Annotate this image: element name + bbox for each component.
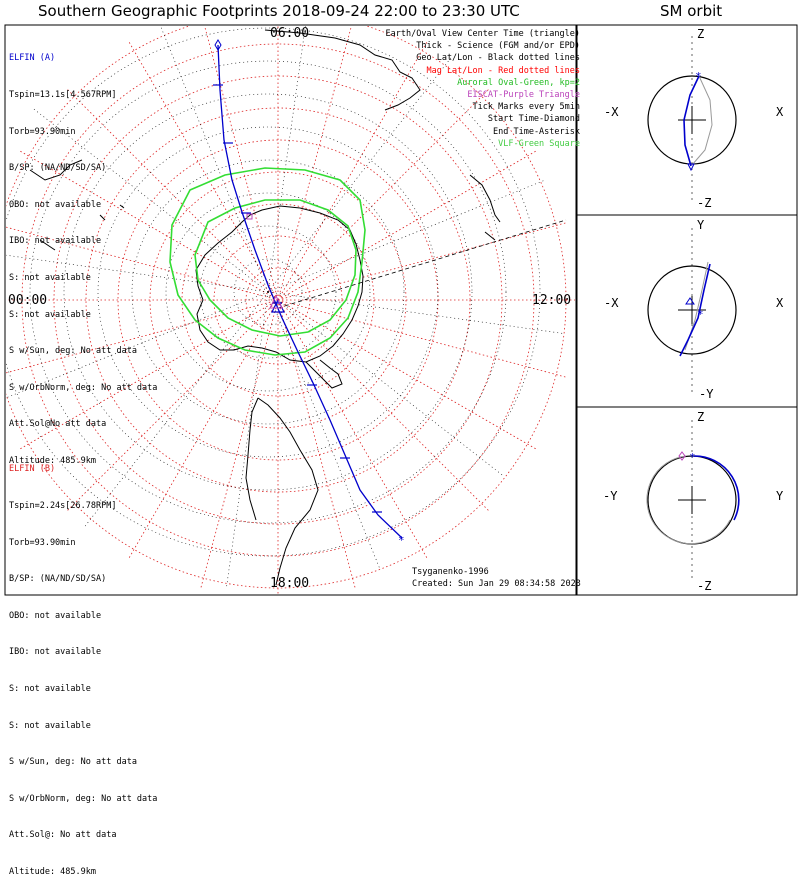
eiscat-triangle xyxy=(269,294,283,309)
local-time-06: 06:00 xyxy=(270,26,310,41)
elfin-b-header: ELFIN (B) xyxy=(9,464,56,475)
local-time-12: 12:00 xyxy=(532,293,572,308)
svg-text:*: * xyxy=(697,308,704,321)
orbit-panel-xy: * xyxy=(647,228,737,392)
svg-text:*: * xyxy=(695,70,702,83)
geo-lon-line xyxy=(267,291,505,477)
vlf-square xyxy=(246,213,253,220)
orbit-3-bottom: -Z xyxy=(697,579,711,593)
mag-lon-line xyxy=(277,149,539,301)
orbit-panel-xz: * xyxy=(647,36,737,200)
geo-lat-circle xyxy=(165,192,371,392)
geo-lat-lon-grid xyxy=(6,26,566,590)
geo-lon-line xyxy=(267,291,566,335)
orbit-1-bottom: -Z xyxy=(697,196,711,210)
new-zealand-coast xyxy=(469,174,501,241)
orbit-1-top: Z xyxy=(697,27,704,41)
auroral-oval xyxy=(169,167,366,356)
mag-lon-line xyxy=(277,26,352,301)
local-time-00: 00:00 xyxy=(8,293,48,308)
legend: Earth/Oval View Center Time (triangle) T… xyxy=(385,28,580,150)
created-timestamp: Created: Sun Jan 29 08:34:58 2023 xyxy=(412,579,581,589)
geo-lat-circle xyxy=(63,93,473,491)
orbit-frame xyxy=(576,24,798,596)
australia-coast xyxy=(264,29,421,111)
geo-lon-line xyxy=(225,291,269,590)
legend-item: Tick Marks every 5min xyxy=(472,102,580,113)
coastlines xyxy=(29,29,501,586)
legend-item: Thick - Science (FGM and/or EPD) xyxy=(416,41,580,52)
legend-item: VLF-Green Square xyxy=(498,138,580,149)
geo-lat-circle xyxy=(29,60,507,524)
elfin-b-info: ELFIN (B) Tspin=2.24s[26.78RPM] Torb=93.… xyxy=(9,464,158,877)
geo-lat-circle xyxy=(6,27,541,557)
elfin-a-info: ELFIN (A) Tspin=13.1s[4.567RPM] Torb=93.… xyxy=(9,53,158,466)
footprint-map: * * * * Z -Z -X xyxy=(4,24,798,596)
geo-lon-line xyxy=(267,291,381,571)
mag-lon-line xyxy=(199,299,279,590)
orbit-2-right: X xyxy=(776,296,784,310)
orbit-2-left: -X xyxy=(604,296,619,310)
noon-direction-line xyxy=(277,219,567,309)
model-label: Tsyganenko-1996 xyxy=(412,567,489,577)
mag-lon-line xyxy=(277,299,357,590)
map-frame xyxy=(4,24,577,596)
south-america-coast xyxy=(245,397,319,586)
orbit-3-left: -Y xyxy=(603,489,618,503)
geo-lat-circle xyxy=(199,225,337,359)
mag-lon-line xyxy=(204,26,279,301)
orbit-3-top: Z xyxy=(697,410,704,424)
plot-title: Southern Geographic Footprints 2018-09-2… xyxy=(38,2,520,20)
legend-item: Auroral Oval-Green, kp=2 xyxy=(457,77,580,88)
legend-item: End Time-Asterisk xyxy=(493,126,580,137)
elfin-a-header: ELFIN (A) xyxy=(9,53,56,64)
legend-item: Earth/Oval View Center Time (triangle) xyxy=(385,29,580,39)
local-time-18: 18:00 xyxy=(270,576,310,591)
mag-lon-line xyxy=(277,221,568,301)
orbit-panel-yz: * xyxy=(646,420,740,582)
start-time-diamond xyxy=(214,39,222,51)
orbit-3-right: Y xyxy=(776,489,784,503)
legend-item: Geo Lat/Lon - Black dotted lines xyxy=(416,53,580,64)
legend-item: Start Time-Diamond xyxy=(487,114,580,125)
auroral-oval-outer xyxy=(169,167,366,356)
orbit-1-right: X xyxy=(776,105,784,119)
geo-lon-line xyxy=(160,26,269,293)
legend-item: EISCAT-Purple Triangle xyxy=(467,90,580,101)
geo-lon-line xyxy=(267,26,306,293)
map-layer: * xyxy=(6,26,575,594)
elfin-a-footprint-track xyxy=(217,44,403,539)
mag-lon-line xyxy=(277,299,539,451)
mag-lon-line xyxy=(277,299,568,379)
auroral-oval-inner xyxy=(194,199,357,337)
end-time-asterisk: * xyxy=(398,534,405,547)
geo-lat-circle xyxy=(233,258,303,326)
orbit-2-bottom: -Y xyxy=(699,387,714,401)
orbit-1-left: -X xyxy=(604,105,619,119)
svg-text:*: * xyxy=(689,451,696,464)
legend-item: Mag Lat/Lon - Red dotted lines xyxy=(426,65,580,76)
africa-coast xyxy=(29,159,83,251)
geo-lon-line xyxy=(267,179,547,293)
orbit-title: SM orbit xyxy=(660,2,723,20)
geo-lat-circle xyxy=(131,159,405,425)
geo-lat-circle xyxy=(97,126,439,458)
orbit-2-top: Y xyxy=(697,218,705,232)
antarctic-peninsula xyxy=(305,359,343,389)
indian-ocean-islands xyxy=(99,204,125,221)
